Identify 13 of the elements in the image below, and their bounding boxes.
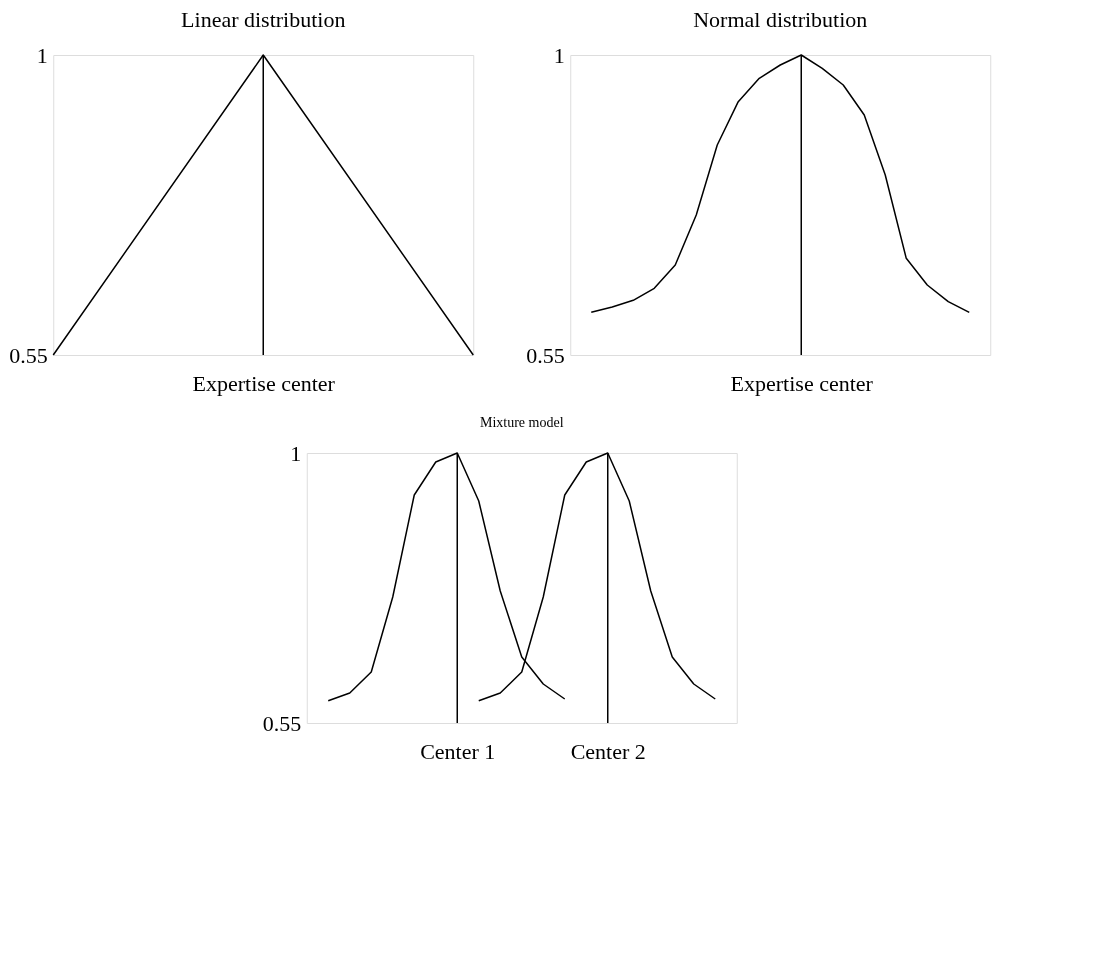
x-tick-label: Expertise center [730,370,874,396]
y-tick-label: 0.55 [526,342,565,368]
chart-title: Normal distribution [693,7,868,32]
y-tick-label: 0.55 [262,710,302,736]
y-tick-label: 1 [553,42,565,68]
y-tick-label: 1 [36,42,48,68]
x-tick-label: Expertise center [192,370,336,396]
y-tick-label: 1 [290,440,302,466]
x-tick-label: Center 1 [420,738,496,764]
chart-title: Linear distribution [181,7,346,32]
x-tick-label: Center 2 [570,738,646,764]
chart-title: Mixture model [479,415,564,430]
y-tick-label: 0.55 [9,342,48,368]
